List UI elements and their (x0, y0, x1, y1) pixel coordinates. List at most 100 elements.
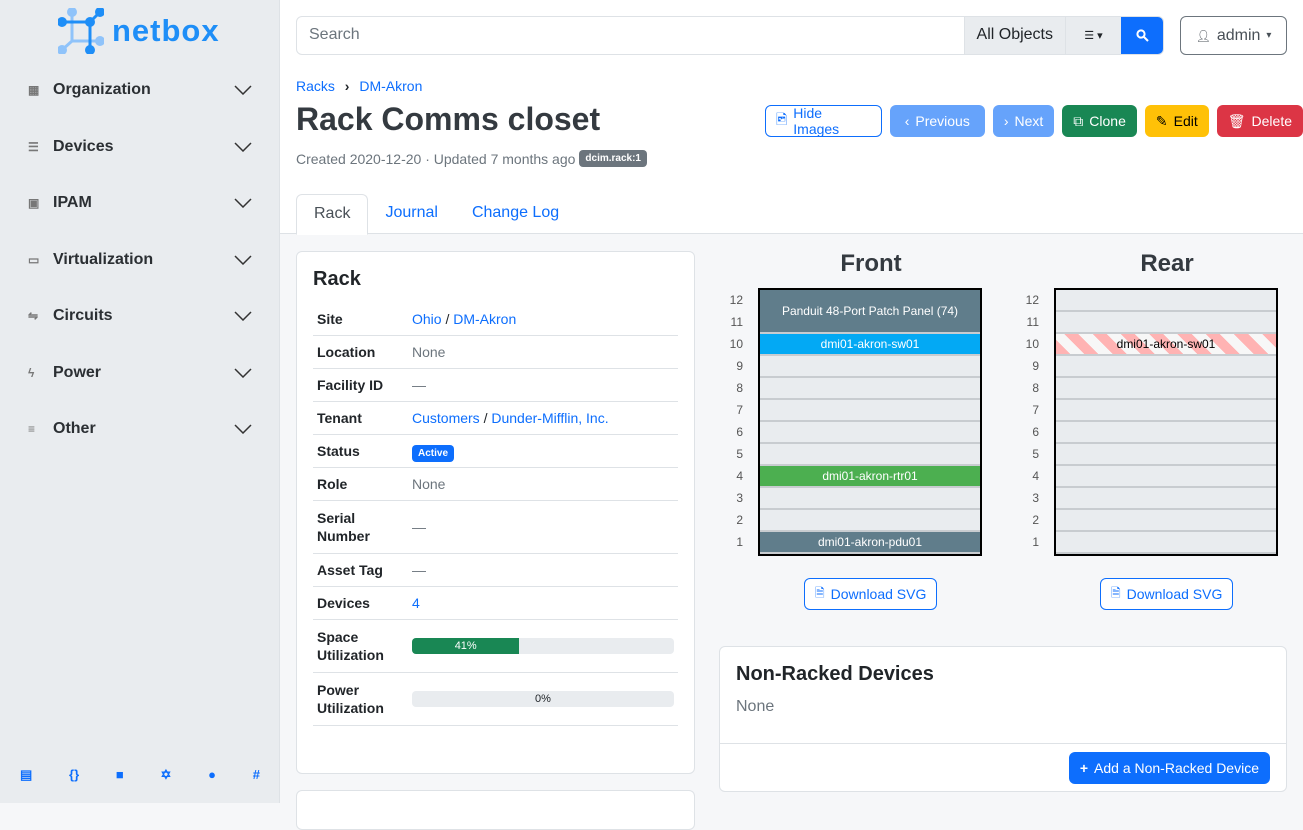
bar-label: 41% (412, 638, 520, 654)
attr-link[interactable]: Dunder-Mifflin, Inc. (491, 410, 609, 426)
sidebar-footer: ▤ {} ■ ✡ ● # (20, 767, 260, 783)
empty-rack-unit[interactable] (1056, 532, 1276, 554)
bar-label: 0% (535, 693, 551, 705)
sidebar-item-label: Virtualization (53, 250, 154, 268)
hide-images-button[interactable]: 🖻︎ Hide Images (765, 105, 882, 137)
empty-rack-unit[interactable] (760, 356, 980, 378)
rack-attr-row: Role None (313, 467, 678, 501)
empty-rack-unit[interactable] (760, 510, 980, 532)
empty-rack-unit[interactable] (1056, 400, 1276, 422)
attr-link[interactable]: 4 (412, 595, 420, 611)
username: admin (1216, 26, 1261, 44)
download-svg-button[interactable]: 🗎︎ Download SVG (1100, 578, 1234, 610)
empty-rack-unit[interactable] (1056, 444, 1276, 466)
slack-icon[interactable]: # (252, 767, 260, 782)
next-button[interactable]: › Next (992, 105, 1055, 137)
attr-link[interactable]: Customers (412, 410, 480, 426)
empty-rack-unit[interactable] (1056, 422, 1276, 444)
empty-rack-unit[interactable] (1056, 510, 1276, 532)
object-type-select[interactable]: All Objects (963, 17, 1065, 54)
attr-label: Devices (313, 586, 408, 620)
sidebar-item-ipam[interactable]: ▣ IPAM (28, 194, 252, 212)
empty-rack-unit[interactable] (760, 400, 980, 422)
graphql-icon[interactable]: ✡ (160, 767, 172, 782)
previous-button[interactable]: ‹ Previous (889, 105, 985, 137)
attr-link[interactable]: Ohio (412, 311, 442, 327)
sidebar-item-power[interactable]: ϟ Power (28, 364, 252, 382)
object-meta: Created 2020-12-20 · Updated 7 months ag… (296, 150, 647, 167)
rack-device[interactable]: dmi01-akron-rtr01 (760, 466, 980, 488)
rack-attr-row: Tenant Customers / Dunder-Mifflin, Inc. (313, 401, 678, 435)
sidebar-item-virtualization[interactable]: ▭ Virtualization (28, 251, 252, 269)
unit-number: 10 (729, 337, 743, 351)
sidebar-item-other[interactable]: ≡ Other (28, 420, 252, 438)
tab-journal[interactable]: Journal (385, 204, 438, 221)
button-label: Clone (1089, 113, 1126, 129)
rack-details-card: Rack Site Ohio / DM-Akron Location None Faci… (296, 251, 695, 774)
user-menu-button[interactable]: 👤︎ admin ▾ (1180, 16, 1287, 55)
delete-button[interactable]: 🗑︎ Delete (1216, 105, 1303, 137)
attr-value-cell: — (408, 368, 678, 402)
button-label: Add a Non-Racked Device (1094, 760, 1259, 776)
tab-change-log[interactable]: Change Log (471, 204, 560, 221)
rack-device[interactable]: dmi01-akron-sw01 (1056, 334, 1276, 356)
netbox-logo[interactable]: netbox (58, 8, 220, 54)
sidebar-item-devices[interactable]: ☰ Devices (28, 138, 252, 156)
attr-value-cell: None (408, 467, 678, 501)
button-label: Previous (915, 113, 970, 129)
rack-device[interactable]: Panduit 48-Port Patch Panel (74) (760, 290, 980, 334)
breadcrumb-site[interactable]: DM-Akron (359, 78, 423, 94)
search-input[interactable]: Search (309, 26, 360, 43)
clone-button[interactable]: ⧉ Clone (1062, 105, 1137, 137)
rack-attr-row: Status Active (313, 434, 678, 468)
rear-rack-elevation: dmi01-akron-sw01 (1054, 288, 1278, 556)
rear-elevation-title: Rear (1140, 250, 1194, 277)
rack-device[interactable]: dmi01-akron-pdu01 (760, 532, 980, 554)
empty-rack-unit[interactable] (1056, 312, 1276, 334)
sidebar-item-circuits[interactable]: ⇋ Circuits (28, 307, 252, 325)
next-card (296, 790, 695, 830)
search-button[interactable] (1121, 17, 1163, 54)
filter-dropdown-button[interactable]: ☰ ▾ (1065, 17, 1121, 54)
counter-icon: ▣ (28, 196, 40, 210)
button-label: Next (1014, 113, 1044, 129)
file-image-icon: 🖻︎ (776, 111, 788, 127)
book-icon[interactable]: ▤ (20, 767, 33, 782)
user-icon: 👤︎ (1195, 28, 1211, 43)
empty-rack-unit[interactable] (760, 488, 980, 510)
sidebar-item-organization[interactable]: ▦ Organization (28, 81, 252, 99)
empty-rack-unit[interactable] (1056, 466, 1276, 488)
chevron-down-icon (234, 198, 252, 208)
docs-icon[interactable]: ■ (115, 767, 124, 782)
empty-rack-unit[interactable] (760, 378, 980, 400)
empty-rack-unit[interactable] (1056, 290, 1276, 312)
download-svg-button[interactable]: 🗎︎ Download SVG (804, 578, 938, 610)
attr-label: Serial Number (313, 500, 408, 554)
unit-number: 8 (1032, 381, 1039, 395)
unit-number: 12 (1025, 293, 1039, 307)
rack-attr-row: Asset Tag — (313, 553, 678, 587)
add-non-racked-device-button[interactable]: + Add a Non-Racked Device (1068, 752, 1270, 784)
unit-number: 3 (1032, 491, 1039, 505)
search-bar: Search All Objects ☰ ▾ (296, 16, 1164, 55)
chevron-down-icon (234, 141, 252, 152)
edit-button[interactable]: ✎ Edit (1144, 105, 1209, 137)
empty-rack-unit[interactable] (1056, 378, 1276, 400)
rack-device[interactable]: dmi01-akron-sw01 (760, 334, 980, 356)
attr-link[interactable]: DM-Akron (453, 311, 517, 327)
breadcrumb-racks[interactable]: Racks (296, 78, 335, 94)
empty-rack-unit[interactable] (760, 422, 980, 444)
empty-rack-unit[interactable] (1056, 488, 1276, 510)
unit-number: 7 (1032, 403, 1039, 417)
front-rack-elevation: Panduit 48-Port Patch Panel (74) dmi01-ak… (758, 288, 982, 556)
attr-value: None (412, 344, 446, 360)
empty-rack-unit[interactable] (1056, 356, 1276, 378)
attr-label: Status (313, 434, 408, 468)
notes-icon: ≡ (28, 422, 36, 436)
tab-rack[interactable]: Rack (296, 194, 369, 235)
empty-rack-unit[interactable] (760, 444, 980, 466)
api-icon[interactable]: {} (69, 767, 80, 782)
github-icon[interactable]: ● (208, 767, 216, 782)
chevron-down-icon (234, 367, 252, 378)
attr-value-cell: — (408, 500, 678, 554)
